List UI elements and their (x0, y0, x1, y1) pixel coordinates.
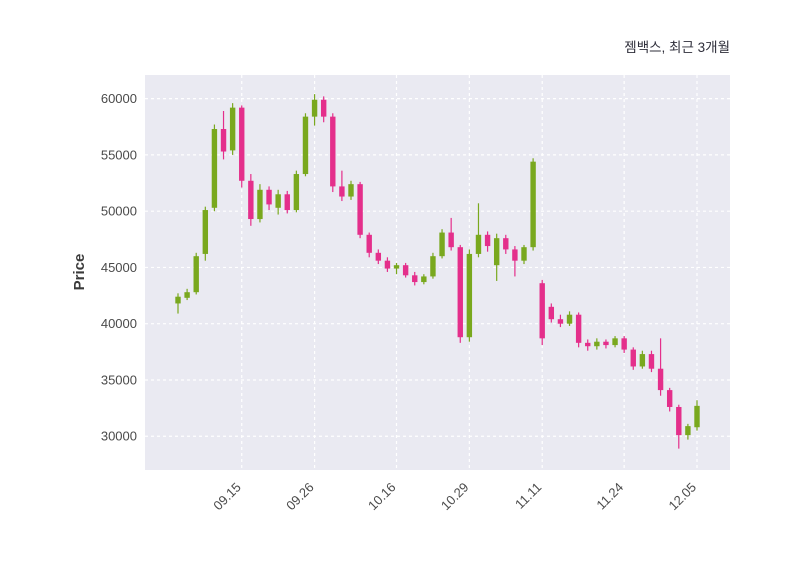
candle-up (393, 265, 400, 269)
candle-down (412, 275, 418, 283)
candle-down (603, 341, 609, 346)
x-tick-label: 10.16 (365, 480, 399, 514)
y-tick-label: 40000 (101, 316, 137, 331)
y-tick-label: 50000 (101, 204, 137, 219)
candle-down (585, 342, 591, 347)
candle-up (229, 107, 236, 151)
candle-down (457, 247, 463, 338)
y-tick-label: 60000 (101, 91, 137, 106)
candle-up (275, 194, 281, 208)
candle-down (284, 194, 290, 211)
candle-up (175, 296, 181, 304)
candle-down (648, 354, 655, 369)
candle-down (339, 186, 345, 197)
candle-down (330, 116, 336, 187)
candle-up (530, 161, 536, 248)
candle-down (357, 184, 363, 235)
candle-down (375, 252, 382, 261)
candle-up (694, 405, 700, 428)
candle-up (302, 116, 309, 175)
x-tick-label: 11.11 (512, 480, 544, 512)
candle-up (430, 256, 436, 277)
chart-title: 젬백스, 최근 3개월 (624, 40, 730, 55)
candle-down (248, 180, 254, 220)
candle-down (548, 306, 555, 320)
x-tick-label: 09.15 (210, 480, 244, 514)
x-tick-label: 10.29 (438, 480, 472, 514)
candle-up (475, 234, 482, 254)
candle-down (239, 107, 245, 181)
y-tick-label: 30000 (101, 429, 137, 444)
candle-up (521, 247, 527, 261)
candle-up (594, 341, 600, 347)
candle-up (493, 238, 500, 266)
candle-up (257, 189, 263, 220)
y-tick-label: 45000 (101, 260, 137, 275)
candle-down (621, 338, 627, 350)
candle-down (657, 368, 664, 391)
candle-up (612, 338, 618, 346)
candle-up (566, 314, 573, 324)
x-tick-label: 12.05 (666, 480, 700, 514)
candle-up (421, 276, 427, 283)
candle-up (348, 184, 354, 197)
candle-up (211, 129, 218, 208)
candle-up (685, 426, 691, 436)
candle-up (311, 99, 318, 117)
candle-down (512, 249, 518, 261)
candle-up (293, 174, 300, 211)
candle-down (484, 234, 491, 247)
candle-down (666, 390, 673, 407)
candle-down (220, 129, 227, 152)
candle-down (557, 319, 564, 324)
candle-up (466, 253, 473, 338)
candle-down (366, 234, 372, 253)
candle-down (402, 265, 409, 276)
candle-down (539, 283, 545, 339)
candle-up (439, 232, 445, 257)
candle-down (575, 314, 582, 343)
candle-down (676, 406, 682, 436)
candle-up (639, 354, 646, 367)
candle-up (193, 256, 199, 293)
x-axis-tick-labels: 09.15 09.26 10.16 10.29 11.11 11.24 12.05 (210, 480, 699, 514)
candle-up (184, 292, 190, 298)
y-tick-label: 55000 (101, 147, 137, 162)
x-tick-label: 11.24 (593, 480, 626, 513)
candle-down (630, 349, 636, 367)
y-tick-label: 35000 (101, 372, 137, 387)
candle-down (384, 260, 391, 269)
candle-down (503, 238, 509, 250)
y-axis-tick-labels: 30000 35000 40000 45000 50000 55000 60000 (101, 91, 137, 444)
candle-up (202, 210, 209, 254)
candle-down (266, 189, 272, 205)
x-tick-label: 09.26 (283, 480, 317, 514)
candles-group (175, 94, 700, 449)
y-axis-label: Price (71, 254, 88, 291)
candle-down (448, 232, 454, 248)
candle-down (320, 99, 327, 117)
